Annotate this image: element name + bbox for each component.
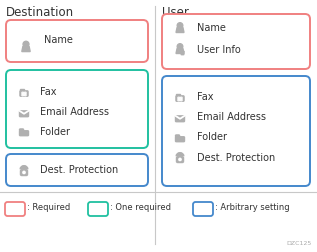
- FancyBboxPatch shape: [5, 202, 25, 216]
- Text: User: User: [162, 6, 189, 19]
- Text: : One required: : One required: [110, 204, 171, 212]
- Polygon shape: [176, 28, 184, 33]
- FancyBboxPatch shape: [181, 52, 184, 55]
- Text: Destination: Destination: [6, 6, 74, 19]
- Polygon shape: [176, 93, 180, 96]
- Text: Email Address: Email Address: [40, 107, 109, 117]
- FancyBboxPatch shape: [6, 154, 148, 186]
- Circle shape: [23, 171, 25, 174]
- FancyBboxPatch shape: [176, 96, 184, 101]
- Text: Fax: Fax: [197, 92, 214, 102]
- Circle shape: [23, 92, 24, 93]
- Text: : Required: : Required: [27, 204, 70, 212]
- Circle shape: [22, 93, 23, 94]
- FancyBboxPatch shape: [193, 202, 213, 216]
- Circle shape: [23, 41, 29, 47]
- FancyBboxPatch shape: [20, 111, 29, 117]
- Circle shape: [178, 97, 179, 98]
- Circle shape: [177, 23, 183, 28]
- Text: Name: Name: [197, 23, 226, 33]
- Circle shape: [25, 92, 26, 93]
- Polygon shape: [22, 47, 30, 52]
- Text: Name: Name: [44, 35, 73, 45]
- FancyBboxPatch shape: [176, 137, 184, 142]
- Text: Dest. Protection: Dest. Protection: [197, 153, 275, 163]
- Polygon shape: [20, 89, 24, 91]
- FancyBboxPatch shape: [176, 135, 179, 137]
- Circle shape: [25, 95, 26, 96]
- Text: Email Address: Email Address: [197, 112, 266, 122]
- Circle shape: [22, 95, 23, 96]
- Circle shape: [177, 44, 183, 49]
- FancyBboxPatch shape: [177, 157, 184, 163]
- Polygon shape: [176, 49, 184, 53]
- Circle shape: [23, 93, 24, 94]
- Text: Dest. Protection: Dest. Protection: [40, 165, 118, 175]
- FancyBboxPatch shape: [20, 91, 28, 96]
- Circle shape: [23, 95, 24, 96]
- Text: DZC125: DZC125: [287, 241, 312, 246]
- Circle shape: [25, 93, 26, 94]
- Circle shape: [179, 158, 181, 161]
- Text: : Arbitrary setting: : Arbitrary setting: [215, 204, 290, 212]
- FancyBboxPatch shape: [21, 170, 28, 176]
- FancyBboxPatch shape: [6, 70, 148, 148]
- FancyBboxPatch shape: [20, 131, 29, 136]
- FancyBboxPatch shape: [20, 129, 23, 131]
- FancyBboxPatch shape: [176, 116, 184, 122]
- Circle shape: [181, 100, 182, 101]
- Text: Folder: Folder: [197, 132, 227, 142]
- FancyBboxPatch shape: [6, 20, 148, 62]
- FancyBboxPatch shape: [88, 202, 108, 216]
- Text: Folder: Folder: [40, 127, 70, 137]
- Circle shape: [22, 92, 23, 93]
- FancyBboxPatch shape: [162, 76, 310, 186]
- Circle shape: [181, 97, 182, 98]
- Circle shape: [178, 100, 179, 101]
- FancyBboxPatch shape: [162, 14, 310, 69]
- Text: User Info: User Info: [197, 45, 241, 55]
- Text: Fax: Fax: [40, 87, 56, 97]
